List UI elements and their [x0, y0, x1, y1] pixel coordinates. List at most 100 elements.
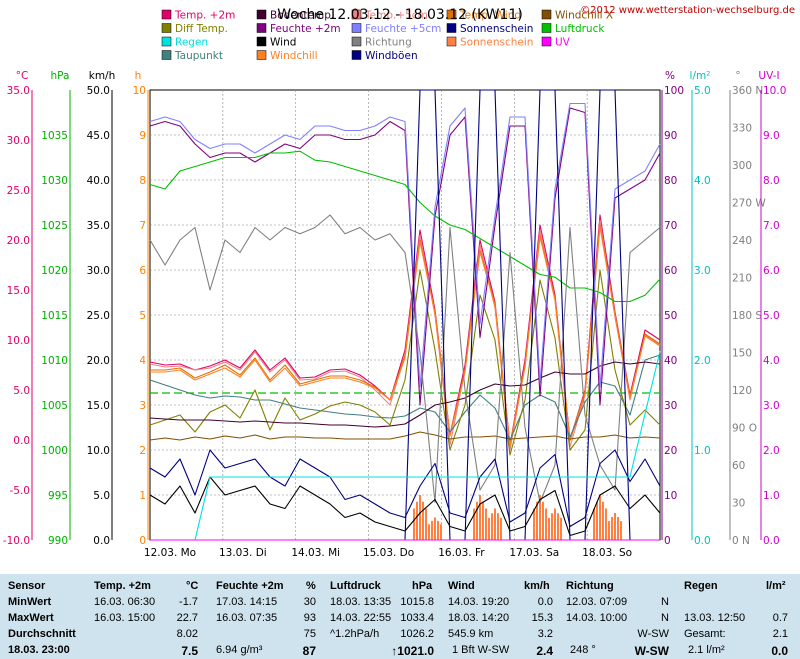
- sunshine-bar: [599, 495, 601, 540]
- axis-tick-label: 8: [139, 175, 146, 187]
- legend-item-sonnenschein: Sonnenschein: [460, 37, 533, 49]
- sunshine-bars: [413, 495, 622, 540]
- x-tick-label: 17.03. Sa: [509, 547, 559, 559]
- temp-min-value: -1.7: [179, 596, 198, 608]
- axis-tick-label: 10: [664, 490, 677, 502]
- temp-unit: °C: [186, 580, 199, 592]
- legend-item-bodentemp: Bodentemp.: [270, 10, 334, 22]
- temp-header: Temp. +2m: [94, 580, 151, 592]
- sunshine-bar: [497, 513, 499, 540]
- axis-tick-label: 360 N: [732, 85, 763, 97]
- axis-tick-label: 1: [139, 490, 146, 502]
- pressure-avg-value: 1026.2: [400, 628, 434, 640]
- legend-swatch-sonnenschein: [446, 23, 457, 33]
- axis-tick-label: 10.0: [763, 85, 786, 97]
- axis-unit-5: l/m²: [690, 70, 711, 82]
- axis-unit-2: km/h: [89, 70, 116, 82]
- sunshine-bar: [560, 517, 562, 540]
- axis-tick-label: 60: [664, 265, 677, 277]
- sunshine-bar: [539, 495, 541, 540]
- axis-tick-label: 100: [664, 85, 684, 97]
- legend-item-wind: Wind: [270, 37, 296, 49]
- axis-tick-label: 990: [48, 535, 68, 547]
- legend-item-windb-en: Windböen: [365, 50, 418, 62]
- axis-tick-label: 1010: [41, 355, 68, 367]
- axis-tick-label: 0.0: [694, 535, 711, 547]
- direction-min-value: N: [661, 596, 669, 608]
- x-tick-label: 14.03. Mi: [291, 547, 340, 559]
- humidity-avg-value: 75: [303, 628, 316, 640]
- legend-item-windchill: Windchill: [270, 50, 318, 62]
- axis-tick-label: 3.0: [694, 265, 711, 277]
- sunshine-bar: [617, 517, 619, 540]
- sunshine-bar: [431, 520, 433, 540]
- sunshine-bar: [440, 524, 442, 540]
- axis-tick-label: 40: [664, 355, 677, 367]
- axis-tick-label: 6.0: [763, 265, 780, 277]
- axis-tick-label: -10.0: [3, 535, 30, 547]
- temp-avg-value: 8.02: [176, 628, 198, 640]
- sunshine-bar: [614, 513, 616, 540]
- axis-tick-label: 1015: [41, 310, 68, 322]
- axis-tick-label: 5: [139, 310, 146, 322]
- legend-item-temp-wind: Temp. Wind: [459, 10, 521, 22]
- wind-unit: km/h: [524, 580, 550, 592]
- axis-unit-7: UV-I: [758, 70, 779, 82]
- legend-item-luftdruck: Luftdruck: [555, 23, 605, 35]
- axis-tick-label: 9.0: [763, 130, 780, 142]
- axis-tick-label: 0.0: [13, 435, 30, 447]
- legend-swatch-taupunkt: [161, 50, 172, 60]
- legend-swatch-sonnenschein: [446, 36, 457, 47]
- axis-tick-label: 70: [664, 220, 677, 232]
- chart-legend: Temp. +2m Bodentemp. Temp.+5cm Temp. Wind Wi…: [161, 9, 613, 62]
- pressure-trend: ^1.2hPa/h: [330, 628, 380, 640]
- axis-unit-0: °C: [16, 70, 29, 82]
- pressure-max-value: 1033.4: [400, 612, 434, 624]
- temp-current-value: 7.5: [181, 644, 198, 658]
- axis-tick-label: 90: [664, 130, 677, 142]
- axis-tick-label: 30.0: [7, 135, 30, 147]
- axis-tick-label: 50.0: [87, 85, 110, 97]
- axis-tick-label: 1.0: [694, 445, 711, 457]
- axis-tick-label: 8.0: [763, 175, 780, 187]
- axis-tick-label: 4.0: [763, 355, 780, 367]
- legend-item-diff-temp: Diff Temp.: [175, 23, 228, 35]
- legend-item-temp-5cm: Temp.+5cm: [364, 10, 428, 22]
- axis-tick-label: 995: [48, 490, 68, 502]
- sunshine-bar: [596, 501, 598, 540]
- sunshine-bar: [500, 517, 502, 540]
- legend-item-temp-2m: Temp. +2m: [174, 10, 235, 22]
- sunshine-bar: [551, 513, 553, 540]
- axis-tick-label: 10.0: [87, 445, 110, 457]
- axis-tick-label: 2.0: [763, 445, 780, 457]
- sunshine-bar: [425, 508, 427, 540]
- row-current-label: 18.03. 23:00: [8, 644, 70, 656]
- axis-tick-label: 50: [664, 310, 677, 322]
- series-line-feuchte-5cm: [149, 102, 661, 388]
- direction-current-degrees: 248 °: [570, 644, 596, 656]
- legend-swatch-temp-wind: [446, 9, 457, 20]
- row-min-label: MinWert: [8, 596, 52, 608]
- legend-swatch-feuchte-5cm: [351, 23, 362, 33]
- legend-item-regen: Regen: [175, 37, 208, 49]
- axis-tick-label: 4: [139, 355, 146, 367]
- weather-chart: Temp. +2m Bodentemp. Temp.+5cm Temp. Wind Wi…: [2, 5, 795, 559]
- axis-tick-label: 0.0: [763, 535, 780, 547]
- legend-swatch-temp-5cm: [351, 9, 362, 20]
- axis-tick-label: 3: [139, 400, 146, 412]
- axis-tick-label: 5.0: [763, 310, 780, 322]
- sunshine-bar: [476, 501, 478, 540]
- legend-item-sonnenschein: Sonnenschein: [460, 23, 533, 35]
- chart-title: Woche 12.03.12 - 18.03.12 (KW11): [277, 7, 523, 23]
- legend-item-feuchte-2m: Feuchte +2m: [270, 23, 341, 35]
- humidity-max-date: 16.03. 07:35: [216, 612, 278, 624]
- axis-unit-1: hPa: [51, 70, 70, 82]
- axis-tick-label: 210: [732, 273, 752, 285]
- axis-tick-label: 20.0: [87, 355, 110, 367]
- humidity-max-value: 93: [303, 612, 316, 624]
- sunshine-bar: [428, 524, 430, 540]
- axis-tick-label: 80: [664, 175, 677, 187]
- legend-swatch-wind: [256, 36, 267, 47]
- series-line-windchill-x: [149, 431, 661, 441]
- axis-tick-label: 5.0: [694, 85, 711, 97]
